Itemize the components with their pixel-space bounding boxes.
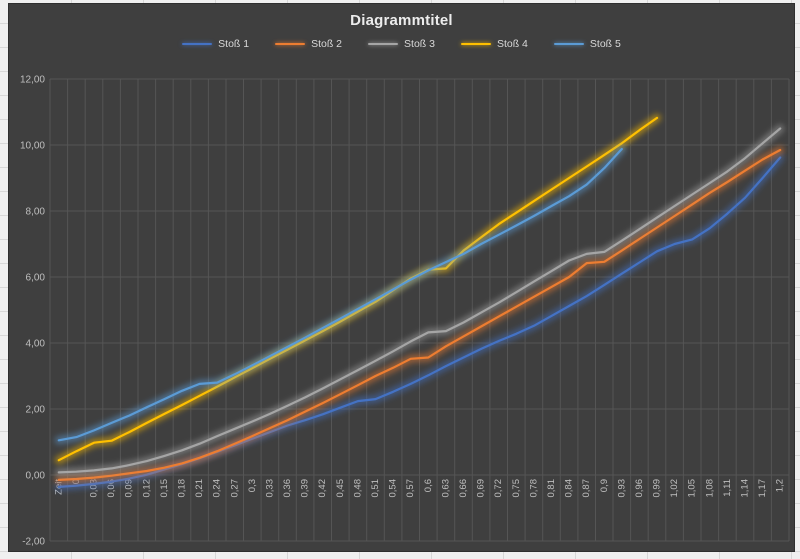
- x-tick-label: 0,06: [106, 479, 117, 498]
- x-axis-labels: Zeit 0 0,03 0,06 0,09 0,12 0,15 0,18 0,21 0,24 0,2…: [53, 479, 785, 498]
- y-tick-label: 4,00: [26, 339, 46, 350]
- x-tick-label: 0,84: [564, 479, 575, 498]
- legend-line-swatch: [460, 43, 491, 45]
- x-tick-label: 0,09: [124, 479, 135, 498]
- legend-line-swatch: [182, 43, 213, 45]
- x-tick-label: 0,78: [528, 479, 539, 498]
- x-tick-label: 0,9: [599, 479, 610, 492]
- x-tick-label: 0,21: [194, 479, 205, 498]
- y-tick-label: 8,00: [26, 207, 46, 218]
- x-tick-label: 0,36: [282, 479, 293, 498]
- x-tick-label: 0,99: [652, 479, 663, 498]
- x-tick-label: 0,54: [388, 479, 399, 498]
- chart-title[interactable]: Diagrammtitel: [350, 12, 453, 29]
- x-tick-label: 0,81: [546, 479, 557, 498]
- x-tick-label: 0,51: [370, 479, 381, 498]
- series-lines[interactable]: [54, 113, 785, 491]
- x-tick-label: 0,3: [247, 479, 258, 492]
- legend-line-swatch: [553, 43, 584, 45]
- x-tick-label: 1,05: [687, 479, 698, 498]
- x-tick-label: 0,03: [89, 479, 100, 498]
- legend-label: Stoß 4: [496, 38, 528, 50]
- legend-label: Stoß 5: [589, 38, 621, 50]
- legend-label: Stoß 1: [218, 38, 250, 50]
- legend-item-5[interactable]: Stoß 5: [553, 38, 621, 50]
- x-tick-label: 1,02: [669, 479, 680, 498]
- x-tick-label: 0,33: [264, 479, 275, 498]
- chart-legend[interactable]: Stoß 1 Stoß 2 Stoß 3 Stoß 4 Stoß 5: [9, 38, 794, 50]
- y-tick-label: 12,00: [20, 75, 45, 86]
- series-line-2[interactable]: [57, 148, 782, 481]
- x-tick-label: 0,12: [141, 479, 152, 498]
- x-tick-label: 0,57: [405, 479, 416, 498]
- x-tick-label: 1,14: [740, 479, 751, 498]
- y-axis-labels: 12,00 10,00 8,00 6,00 4,00 2,00 0,00 -2,00: [20, 75, 45, 548]
- legend-label: Stoß 2: [311, 38, 343, 50]
- legend-item-4[interactable]: Stoß 4: [460, 38, 528, 50]
- x-tick-label: 0,87: [581, 479, 592, 498]
- x-tick-label: 0,18: [177, 479, 188, 498]
- y-tick-label: 10,00: [20, 141, 45, 152]
- x-tick-label: 0,45: [335, 479, 346, 498]
- series-line-3[interactable]: [57, 127, 782, 474]
- x-tick-label: 0,69: [476, 479, 487, 498]
- x-tick-label: 0,15: [159, 479, 170, 498]
- x-tick-label: 0,93: [616, 479, 627, 498]
- chart-object[interactable]: Diagrammtitel Stoß 1 Stoß 2 Stoß 3 Stoß 4 St…: [8, 3, 795, 552]
- y-tick-label: -2,00: [22, 537, 45, 548]
- legend-item-1[interactable]: Stoß 1: [182, 38, 249, 50]
- legend-label: Stoß 3: [404, 38, 435, 50]
- x-tick-label: 0,39: [300, 479, 311, 498]
- legend-line-swatch: [275, 43, 306, 45]
- x-tick-label: 1,2: [775, 479, 786, 492]
- y-tick-label: 6,00: [26, 273, 46, 284]
- x-tick-label: 0,48: [352, 479, 363, 498]
- series-line-5[interactable]: [57, 147, 623, 442]
- x-tick-label: 0,75: [511, 479, 522, 498]
- x-tick-label: 0,24: [212, 479, 223, 498]
- x-tick-label: 0,96: [634, 479, 645, 498]
- y-tick-label: 0,00: [26, 471, 46, 482]
- x-tick-label: 0,63: [440, 479, 451, 498]
- x-tick-label: 0,6: [423, 479, 434, 492]
- y-tick-label: 2,00: [26, 405, 46, 416]
- legend-item-3[interactable]: Stoß 3: [368, 38, 435, 50]
- legend-item-2[interactable]: Stoß 2: [275, 38, 342, 50]
- x-tick-label: 0,42: [317, 479, 328, 498]
- legend-line-swatch: [368, 43, 399, 45]
- x-tick-label: 1,11: [722, 479, 733, 497]
- x-tick-label: 1,17: [757, 479, 768, 498]
- x-tick-label: 0,72: [493, 479, 504, 498]
- x-tick-label: 0,66: [458, 479, 469, 498]
- x-tick-label: 0,27: [229, 479, 240, 498]
- x-tick-label: 1,08: [704, 479, 715, 498]
